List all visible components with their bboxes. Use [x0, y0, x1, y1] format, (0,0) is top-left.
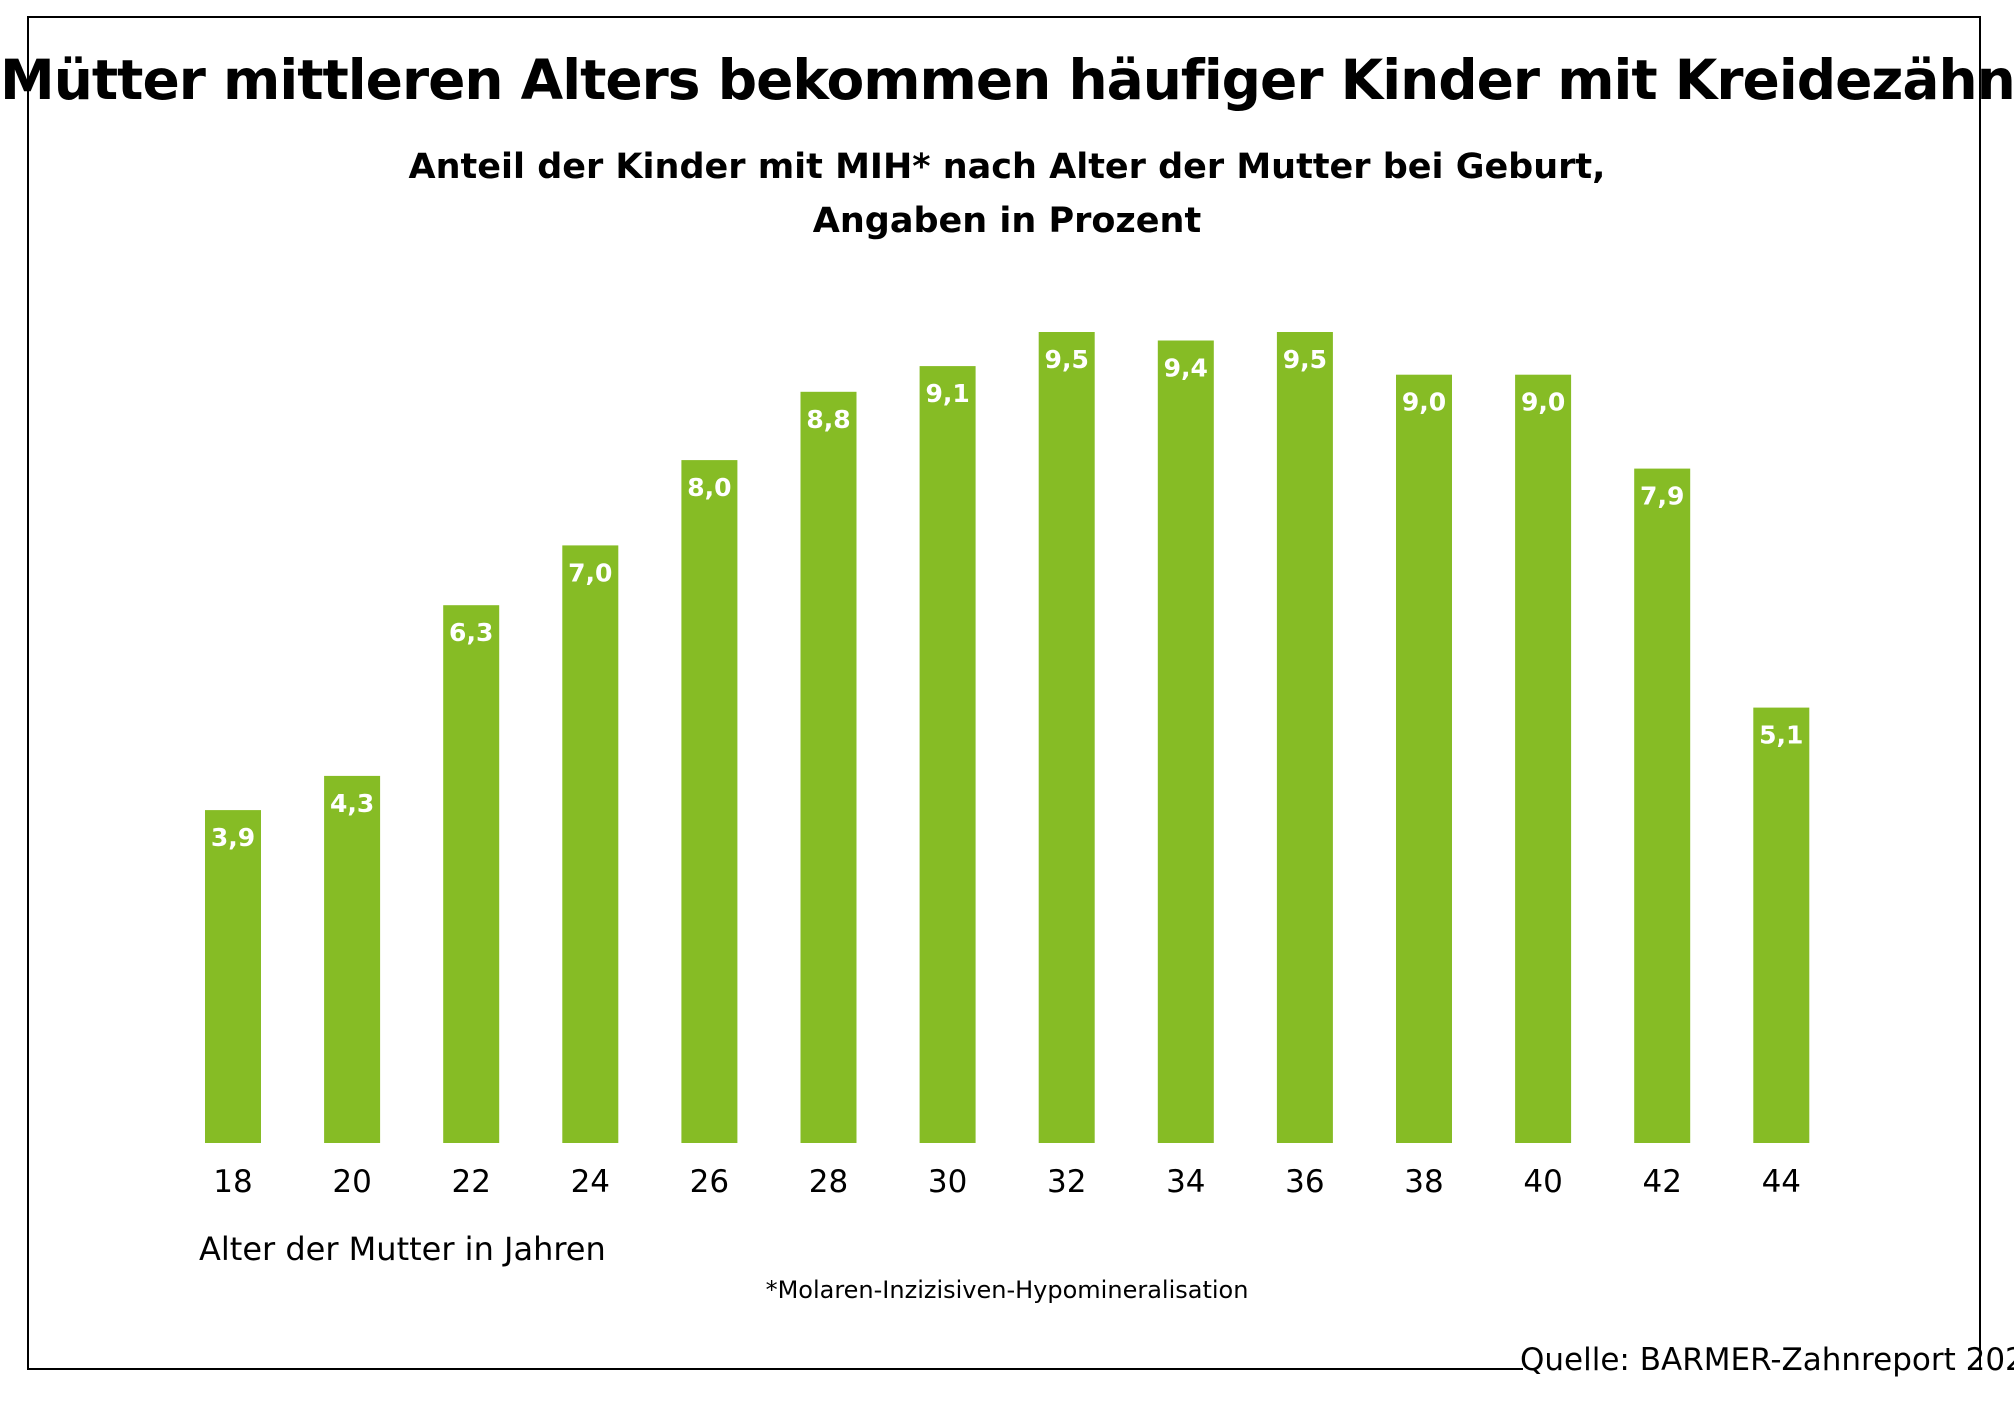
chart-frame-right-edge [1979, 16, 1981, 1368]
x-tick-label-28: 28 [809, 1164, 848, 1200]
bar-value-label-24: 7,0 [568, 558, 612, 587]
x-tick-label-34: 34 [1166, 1164, 1205, 1200]
x-tick-label-18: 18 [213, 1164, 252, 1200]
bar-value-label-26: 8,0 [687, 473, 731, 502]
bar-value-label-36: 9,5 [1283, 345, 1327, 374]
chart-title: Mütter mittleren Alters bekommen häufige… [0, 48, 2014, 112]
chart-frame [27, 16, 1981, 1370]
x-tick-label-36: 36 [1285, 1164, 1324, 1200]
bar-18 [205, 810, 261, 1143]
bar-value-label-30: 9,1 [925, 379, 969, 408]
bar-value-label-34: 9,4 [1164, 354, 1208, 383]
chart-subtitle-line-2: Angaben in Prozent [812, 201, 1202, 241]
bar-44 [1753, 707, 1810, 1143]
bar-value-label-40: 9,0 [1521, 388, 1565, 417]
bar-28 [800, 391, 857, 1143]
bar-value-label-20: 4,3 [330, 789, 374, 818]
x-tick-label-40: 40 [1523, 1164, 1562, 1200]
bar-value-label-44: 5,1 [1759, 721, 1803, 750]
bar-26 [681, 460, 738, 1144]
footnote: *Molaren-Inzizisiven-Hypomineralisation [765, 1276, 1249, 1304]
x-tick-label-32: 32 [1047, 1164, 1086, 1200]
bar-30 [919, 366, 976, 1144]
x-tick-label-24: 24 [571, 1164, 610, 1200]
bar-value-label-28: 8,8 [806, 405, 850, 434]
bar-34 [1157, 340, 1214, 1143]
bar-32 [1038, 332, 1095, 1143]
chart-subtitle-line-1: Anteil der Kinder mit MIH* nach Alter de… [408, 147, 1606, 187]
x-tick-label-42: 42 [1642, 1164, 1681, 1200]
bar-value-label-38: 9,0 [1402, 388, 1446, 417]
x-tick-label-26: 26 [690, 1164, 729, 1200]
x-tick-label-20: 20 [332, 1164, 371, 1200]
bar-38 [1396, 374, 1452, 1143]
x-axis-label: Alter der Mutter in Jahren [199, 1230, 606, 1268]
bar-value-label-32: 9,5 [1045, 345, 1089, 374]
chart-frame-bottom-edge [27, 1368, 1523, 1370]
x-tick-label-38: 38 [1404, 1164, 1443, 1200]
bar-40 [1515, 374, 1572, 1143]
bar-24 [562, 545, 619, 1143]
source-note: Quelle: BARMER-Zahnreport 2021 [1520, 1342, 2014, 1378]
bar-20 [324, 775, 381, 1143]
x-tick-label-44: 44 [1762, 1164, 1801, 1200]
x-tick-label-22: 22 [451, 1164, 490, 1200]
bar-value-label-18: 3,9 [211, 823, 255, 852]
bar-36 [1276, 332, 1333, 1143]
bar-value-label-42: 7,9 [1640, 482, 1684, 511]
x-tick-label-30: 30 [928, 1164, 967, 1200]
bar-22 [443, 605, 500, 1143]
bar-42 [1634, 468, 1691, 1144]
bar-value-label-22: 6,3 [449, 618, 493, 647]
